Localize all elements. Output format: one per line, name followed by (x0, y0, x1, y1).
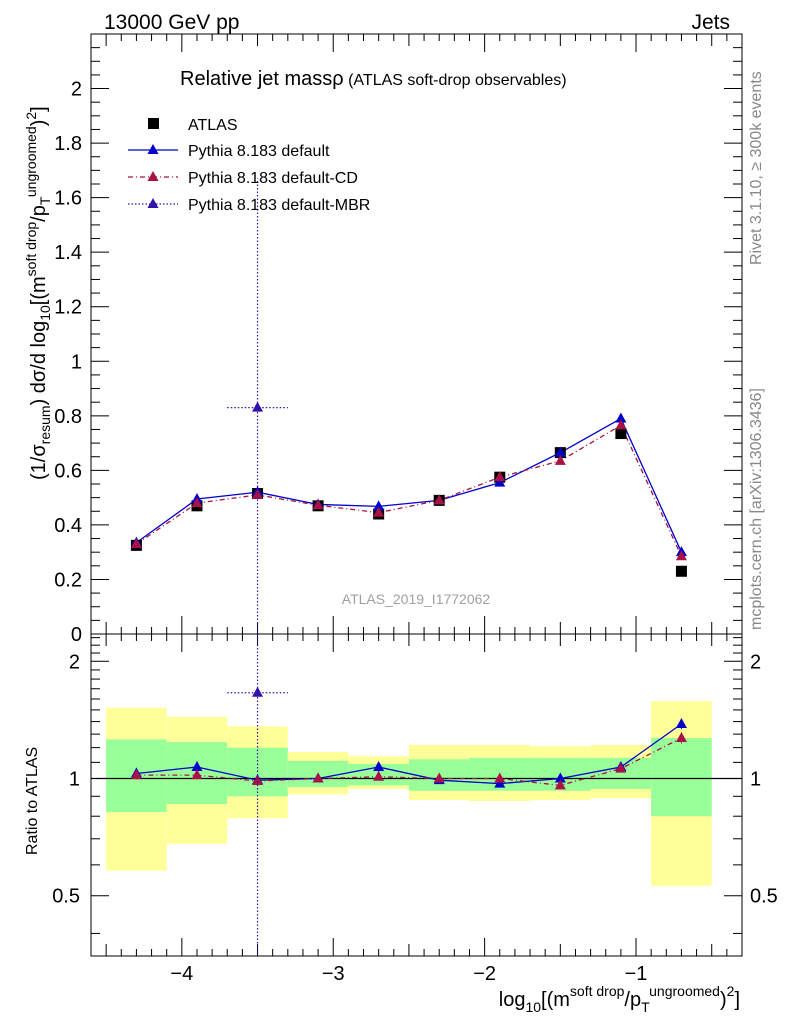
ratio-cd-point (130, 769, 142, 780)
ratio-cd-point (373, 770, 385, 781)
main-ytick-label: 1 (71, 351, 82, 373)
ratio-default-point (373, 761, 385, 772)
ratio-default-point (494, 777, 506, 788)
legend-cd-marker (147, 171, 159, 181)
main-ytick-label: 2 (71, 79, 82, 101)
ratio-ytick-label-right: 1 (750, 768, 761, 790)
main-ytick-label: 0.4 (54, 515, 82, 537)
main-ytick-label: 0.6 (54, 460, 82, 482)
main-ytick-label: 1.6 (54, 188, 82, 210)
legend-atlas-label: ATLAS (188, 117, 238, 134)
main-ytick-label: 1.8 (54, 133, 82, 155)
ratio-xlabel: log10[(msoft drop/pTungroomed)2] (499, 983, 740, 1015)
legend-cd-label: Pythia 8.183 default-CD (188, 170, 358, 187)
ratio-cd-point (312, 772, 324, 783)
header-energy: 13000 GeV pp (104, 11, 239, 34)
default-point (373, 500, 385, 511)
ratio-frame (90, 633, 743, 957)
legend-mbr-label: Pythia 8.183 default-MBR (188, 197, 370, 214)
ratio-cd-point (191, 769, 203, 780)
ratio-default-point (675, 718, 687, 729)
legend-atlas-marker (148, 118, 159, 129)
ratio-mbr-point (252, 686, 264, 697)
cd-point (191, 497, 203, 508)
ratio-ytick-label-right: 2 (750, 651, 761, 673)
ratio-xtick-label: −1 (625, 963, 648, 985)
plot-title: Relative jet massρ (ATLAS soft-drop obse… (180, 68, 567, 90)
main-axis-ticks: 0 0.2 0.4 0.6 0.8 1 1.2 1.4 1.6 1.8 2 (54, 33, 742, 646)
main-ytick-label: 0.2 (54, 569, 82, 591)
cd-point (373, 506, 385, 517)
ratio-data-layer (130, 634, 687, 956)
atlas-point (615, 428, 627, 440)
side-mcplots-label: mcplots.cern.ch [arXiv:1306.3436] (748, 388, 765, 630)
ratio-xtick-label: −4 (170, 963, 193, 985)
cd-point (554, 454, 566, 465)
ratio-ytick-label-right: 0.5 (750, 886, 778, 908)
series-line-cd (136, 424, 683, 557)
ratio-xtick-label: −3 (322, 963, 345, 985)
ratio-panel: 0.5 0.5 1 1 2 2 −4 −3 −2 −1 Ratio to ATLAS log10[… (24, 633, 778, 1015)
cd-point (494, 471, 506, 482)
default-point (554, 446, 566, 457)
main-panel: Relative jet massρ (ATLAS soft-drop obse… (23, 33, 743, 646)
ratio-cd-point (554, 779, 566, 790)
default-point (494, 476, 506, 487)
ratio-cd-point (433, 772, 445, 783)
ratio-default-point (554, 772, 566, 783)
series-line-default (136, 417, 683, 553)
analysis-watermark: ATLAS_2019_I1772062 (342, 591, 491, 607)
legend: ATLAS Pythia 8.183 default Pythia 8.183 … (128, 117, 370, 214)
default-point (615, 412, 627, 423)
ratio-cd-point (252, 775, 264, 786)
main-ytick-label: 1.4 (54, 242, 82, 264)
cd-point (433, 494, 445, 505)
ratio-ytick-label-left: 1 (69, 768, 80, 790)
mbr-point (252, 401, 264, 412)
main-ylabel: (1/σresum) dσ/d log10[(msoft drop/pTungr… (23, 106, 53, 480)
ratio-cd-point (675, 732, 687, 743)
main-data-layer (130, 178, 687, 634)
ratio-ytick-label-left: 2 (69, 651, 80, 673)
ratio-ylabel: Ratio to ATLAS (24, 747, 41, 855)
legend-mbr-marker (147, 198, 159, 208)
ratio-bands (91, 701, 742, 886)
main-ytick-label: 0 (71, 624, 82, 646)
cd-point (615, 419, 627, 430)
ratio-ytick-label-left: 0.5 (52, 886, 80, 908)
atlas-point (675, 565, 687, 577)
cd-point (312, 499, 324, 510)
legend-default-marker (147, 144, 159, 154)
ratio-cd-point (494, 772, 506, 783)
ratio-line-cd (136, 737, 682, 787)
header-process: Jets (691, 11, 730, 34)
ratio-line-default (136, 723, 682, 785)
main-ytick-label: 1.2 (54, 297, 82, 319)
ratio-default-point (191, 761, 203, 772)
legend-default-label: Pythia 8.183 default (188, 143, 330, 160)
ratio-cd-point (615, 762, 627, 773)
ratio-xtick-label: −2 (473, 963, 496, 985)
ratio-axis-ticks: 0.5 0.5 1 1 2 2 −4 −3 −2 −1 (52, 634, 778, 985)
side-rivet-label: Rivet 3.1.10, ≥ 300k events (748, 71, 765, 265)
main-ytick-label: 0.8 (54, 406, 82, 428)
band-green (651, 738, 712, 817)
cd-point (675, 550, 687, 561)
cd-point (130, 538, 142, 548)
